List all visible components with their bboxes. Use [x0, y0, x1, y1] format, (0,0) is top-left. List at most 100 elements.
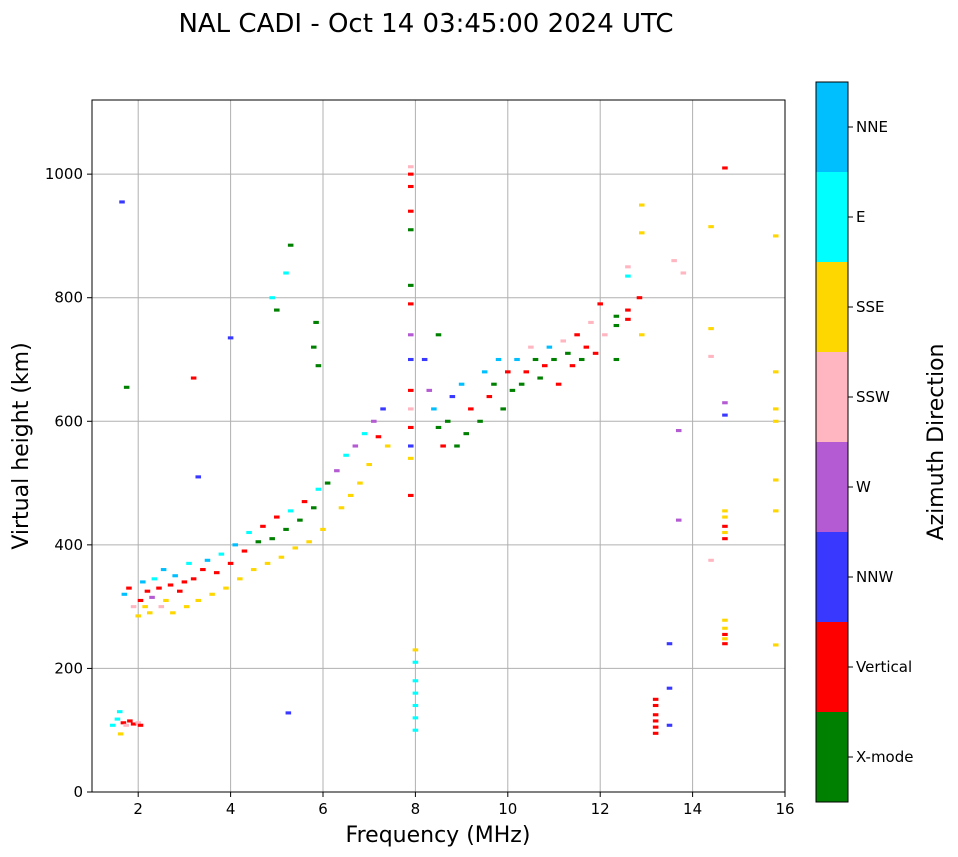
colorbar-segment — [816, 352, 848, 442]
data-point — [652, 725, 659, 729]
y-tick-label: 600 — [54, 412, 83, 430]
colorbar-tick-label: Vertical — [856, 658, 912, 676]
data-point — [412, 679, 419, 683]
data-point — [227, 561, 234, 565]
data-point — [158, 605, 165, 609]
data-point — [183, 605, 190, 609]
data-point — [149, 595, 155, 599]
data-point — [274, 308, 280, 312]
data-point — [297, 518, 303, 522]
data-point — [366, 462, 372, 467]
data-point — [463, 432, 469, 436]
colorbar-segment — [816, 442, 848, 532]
data-point — [444, 419, 451, 423]
data-point — [126, 586, 132, 590]
data-point — [722, 515, 728, 519]
data-point — [675, 518, 682, 522]
data-point — [384, 444, 391, 448]
data-point — [237, 577, 243, 581]
data-point — [195, 598, 202, 603]
data-point — [123, 385, 130, 389]
data-point — [772, 509, 779, 513]
y-axis-label: Virtual height (km) — [9, 342, 34, 549]
data-point — [491, 382, 497, 386]
data-point — [260, 524, 266, 528]
data-point — [334, 469, 340, 473]
data-point — [772, 407, 779, 411]
data-point — [546, 345, 553, 349]
data-point — [532, 357, 539, 362]
data-point — [613, 323, 620, 328]
data-point — [722, 166, 728, 170]
data-point — [602, 333, 608, 337]
data-point — [135, 614, 141, 618]
data-point — [495, 357, 502, 362]
data-point — [264, 561, 271, 565]
colorbar-tick-label: NNE — [856, 118, 888, 136]
data-point — [435, 425, 442, 430]
data-point — [163, 598, 169, 603]
data-point — [408, 425, 414, 430]
data-point — [285, 711, 292, 715]
x-tick-label: 12 — [591, 800, 610, 818]
data-point — [772, 419, 779, 423]
y-tick-label: 800 — [54, 289, 83, 307]
data-point — [287, 509, 294, 513]
data-point — [371, 419, 377, 423]
data-points — [110, 165, 779, 736]
x-tick-label: 2 — [133, 800, 143, 818]
data-point — [110, 723, 116, 727]
data-point — [320, 527, 326, 531]
data-point — [408, 165, 414, 169]
data-point — [666, 642, 673, 646]
data-point — [569, 364, 576, 368]
data-point — [232, 543, 238, 547]
data-point — [287, 243, 294, 247]
data-point — [440, 444, 446, 448]
data-point — [172, 574, 178, 578]
data-point — [144, 589, 151, 593]
data-point — [408, 228, 414, 232]
data-point — [435, 333, 442, 337]
colorbar-tick-label: SSW — [856, 388, 890, 406]
data-point — [578, 357, 585, 362]
colorbar-label: Azimuth Direction — [924, 343, 949, 540]
y-tick-label: 1000 — [45, 165, 83, 183]
data-point — [412, 716, 419, 720]
data-point — [426, 388, 433, 392]
data-point — [223, 586, 229, 590]
data-point — [652, 697, 659, 701]
colorbar-tick-label: E — [856, 208, 865, 226]
data-point — [636, 296, 643, 300]
data-point — [412, 691, 419, 695]
data-point — [708, 225, 714, 229]
data-point — [468, 407, 474, 411]
data-point — [246, 530, 252, 535]
y-tick-label: 0 — [73, 783, 83, 801]
data-point — [177, 589, 183, 593]
data-point — [117, 732, 124, 736]
data-point — [537, 376, 543, 380]
data-point — [454, 444, 460, 448]
data-point — [181, 580, 188, 584]
data-point — [283, 527, 289, 531]
y-tick-label: 400 — [54, 536, 83, 554]
data-point — [412, 648, 419, 652]
data-point — [514, 357, 520, 362]
data-point — [565, 351, 571, 355]
data-point — [114, 717, 121, 721]
data-point — [408, 333, 414, 337]
data-point — [137, 723, 144, 727]
data-point — [241, 549, 248, 553]
data-point — [583, 345, 590, 349]
data-point — [375, 435, 382, 439]
data-point — [269, 296, 275, 300]
data-point — [408, 184, 414, 189]
data-point — [283, 271, 289, 275]
data-point — [588, 320, 594, 324]
data-point — [209, 592, 215, 596]
data-point — [408, 357, 414, 362]
data-point — [127, 719, 133, 723]
data-point — [292, 546, 299, 550]
data-point — [301, 500, 308, 504]
